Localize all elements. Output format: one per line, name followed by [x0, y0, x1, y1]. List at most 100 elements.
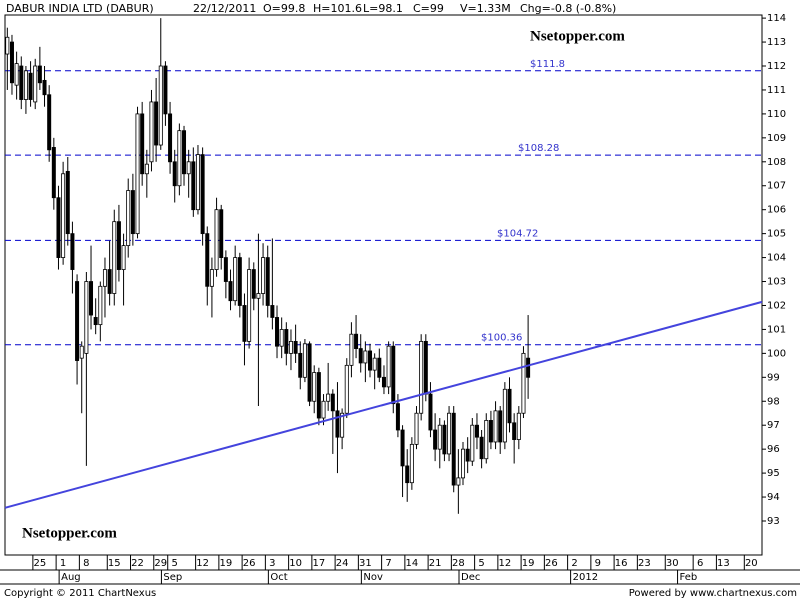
- candle-body: [395, 403, 400, 431]
- level-label: $111.8: [530, 59, 565, 70]
- header-field: O=99.8: [263, 2, 305, 15]
- candle-body: [484, 420, 489, 460]
- y-tick-label: 94: [767, 492, 780, 503]
- candle-body: [316, 372, 321, 419]
- candle-body: [177, 130, 182, 187]
- candle-body: [163, 65, 168, 115]
- x-tick-label: 28: [452, 558, 465, 569]
- candle-body: [209, 269, 214, 287]
- x-tick-label: 2: [571, 558, 577, 569]
- header-field: V=1.33M: [460, 2, 511, 15]
- x-tick-label: 21: [429, 558, 442, 569]
- candle-body: [512, 422, 517, 440]
- x-tick-label: 23: [638, 558, 651, 569]
- level-label: $100.36: [481, 333, 522, 344]
- header-field: C=99: [413, 2, 444, 15]
- candle-body: [195, 154, 200, 211]
- x-tick-label: 9: [595, 558, 601, 569]
- header-field: L=98.1: [363, 2, 403, 15]
- y-tick-label: 113: [767, 37, 786, 48]
- candle-body: [93, 317, 98, 326]
- candle-body: [219, 209, 224, 258]
- candle-body: [186, 161, 191, 175]
- candle-body: [256, 293, 261, 299]
- candle-body: [279, 329, 284, 347]
- plot-frame: [4, 14, 763, 556]
- candle-body: [358, 348, 363, 364]
- y-tick-label: 102: [767, 300, 786, 311]
- candle-body: [400, 429, 405, 467]
- footer-copyright: Copyright © 2011 ChartNexus: [4, 588, 156, 599]
- candle-body: [182, 130, 187, 175]
- candle-body: [442, 424, 447, 455]
- candle-body: [447, 412, 452, 455]
- candle-body: [214, 209, 219, 270]
- candle-body: [344, 364, 349, 414]
- candle-body: [433, 429, 438, 450]
- candle-body: [419, 340, 424, 414]
- x-tick-label: 30: [666, 558, 679, 569]
- x-tick-label: 1: [60, 558, 66, 569]
- month-label: Sep: [163, 572, 182, 583]
- month-label: Feb: [680, 572, 698, 583]
- x-tick-label: 8: [83, 558, 89, 569]
- watermark: Nsetopper.com: [22, 525, 117, 541]
- candle-body: [368, 350, 373, 371]
- candle-body: [42, 79, 47, 96]
- x-tick-label: 31: [359, 558, 372, 569]
- x-tick-label: 24: [336, 558, 349, 569]
- candle-body: [28, 72, 33, 100]
- candle-body: [270, 305, 275, 318]
- candle-body: [172, 161, 177, 187]
- y-tick-label: 106: [767, 205, 786, 216]
- candle-body: [191, 161, 196, 211]
- candle-body: [33, 65, 38, 103]
- x-tick-label: 19: [522, 558, 535, 569]
- level-label: $104.72: [497, 228, 538, 239]
- candle-body: [354, 333, 359, 349]
- candle-body: [261, 257, 266, 294]
- y-tick-label: 97: [767, 420, 780, 431]
- candle-body: [386, 345, 391, 388]
- candle-body: [498, 410, 503, 443]
- candle-body: [223, 257, 228, 282]
- candle-body: [372, 357, 377, 371]
- month-label: 2012: [573, 572, 598, 583]
- candle-body: [126, 190, 131, 247]
- candle-body: [37, 65, 42, 84]
- x-tick-label: 26: [545, 558, 558, 569]
- candle-body: [98, 285, 103, 326]
- candle-body: [116, 221, 121, 270]
- candle-body: [144, 163, 149, 175]
- candle-body: [474, 424, 479, 438]
- x-tick-label: 3: [269, 558, 275, 569]
- candle-body: [391, 345, 396, 405]
- x-tick-label: 14: [405, 558, 418, 569]
- candle-body: [377, 357, 382, 378]
- month-label: Nov: [363, 572, 383, 583]
- x-tick-label: 16: [615, 558, 628, 569]
- x-tick-label: 17: [312, 558, 325, 569]
- candle-body: [205, 233, 210, 287]
- candle-body: [228, 281, 233, 302]
- x-tick-label: 10: [289, 558, 302, 569]
- y-tick-label: 110: [767, 109, 786, 120]
- candle-body: [335, 410, 340, 438]
- y-tick-label: 101: [767, 324, 786, 335]
- candle-body: [521, 352, 526, 414]
- candle-body: [130, 190, 135, 235]
- x-tick-label: 12: [498, 558, 511, 569]
- candle-body: [437, 424, 442, 450]
- candle-body: [321, 400, 326, 419]
- level-label: $108.28: [518, 143, 559, 154]
- candle-body: [409, 443, 414, 484]
- candle-body: [9, 41, 14, 84]
- y-tick-label: 93: [767, 516, 780, 527]
- y-tick-label: 108: [767, 157, 786, 168]
- x-tick-label: 13: [717, 558, 730, 569]
- candle-body: [507, 388, 512, 424]
- candle-body: [70, 233, 75, 270]
- y-tick-label: 109: [767, 133, 786, 144]
- candle-body: [237, 257, 242, 306]
